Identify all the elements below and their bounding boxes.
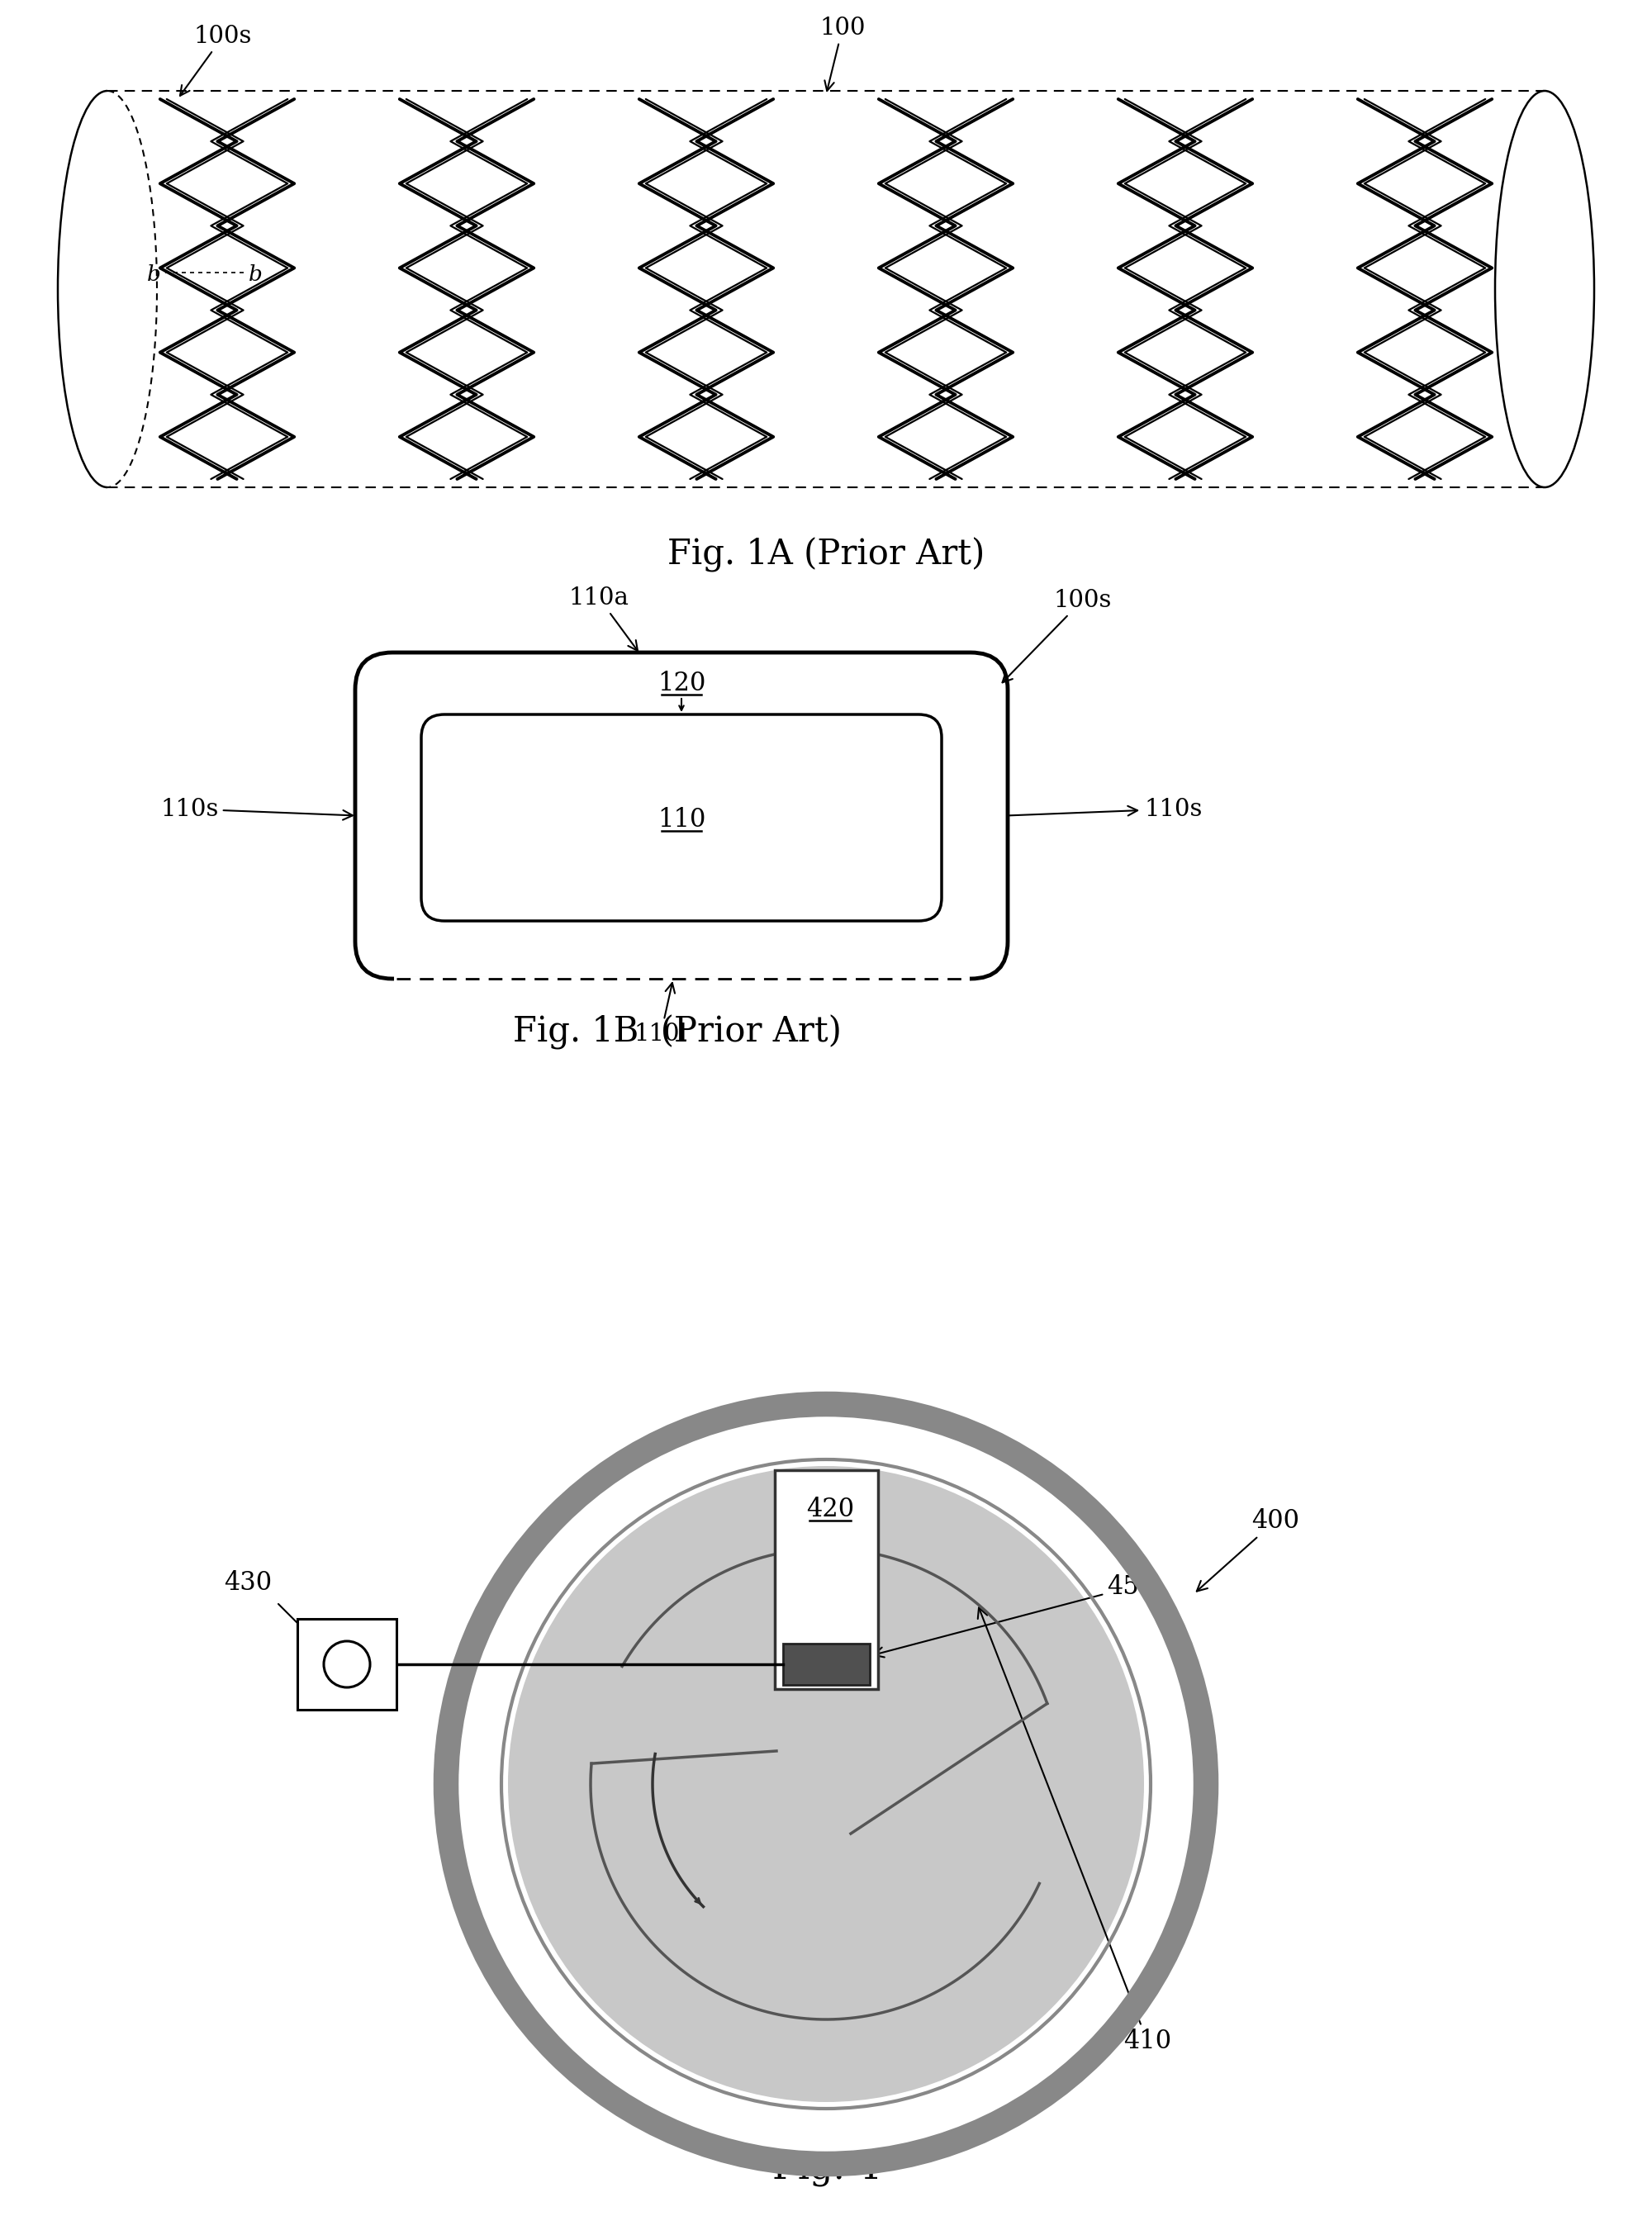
Text: 100s: 100s xyxy=(180,24,253,95)
Text: 430: 430 xyxy=(223,1571,273,1596)
Bar xyxy=(775,1469,877,1689)
Text: 420: 420 xyxy=(806,1498,854,1522)
Text: 120: 120 xyxy=(657,671,705,696)
Text: 110: 110 xyxy=(657,807,705,833)
Bar xyxy=(297,1620,396,1711)
Text: Fig. 1B  (Prior Art): Fig. 1B (Prior Art) xyxy=(514,1015,841,1050)
Text: 400: 400 xyxy=(1196,1509,1298,1591)
Text: 100s: 100s xyxy=(1003,589,1112,683)
Text: 110l: 110l xyxy=(634,984,687,1046)
Text: b: b xyxy=(248,264,263,286)
Text: 110a: 110a xyxy=(568,587,638,652)
Text: Fig. 1A (Prior Art): Fig. 1A (Prior Art) xyxy=(667,538,985,572)
Text: Fig. 4: Fig. 4 xyxy=(771,2150,881,2185)
Text: 110s: 110s xyxy=(1008,798,1203,820)
Text: 110s: 110s xyxy=(160,798,352,820)
Text: b: b xyxy=(147,264,160,286)
Text: 100: 100 xyxy=(819,16,866,91)
Circle shape xyxy=(324,1642,370,1686)
Circle shape xyxy=(509,1467,1143,2103)
Text: 410: 410 xyxy=(978,1607,1171,2054)
Text: 450: 450 xyxy=(874,1573,1155,1658)
Bar xyxy=(783,1644,869,1684)
